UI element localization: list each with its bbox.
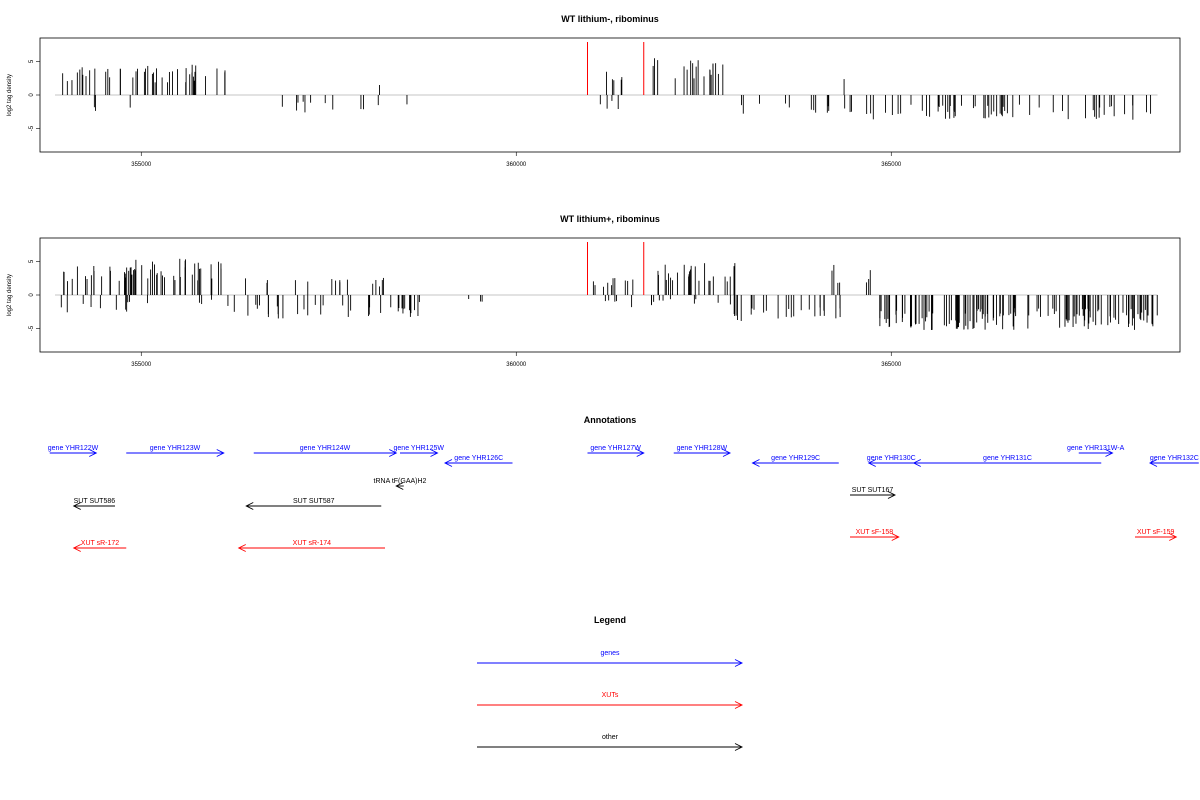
y-tick-label: 5 (29, 59, 35, 63)
annotation-feature: XUT sR-172 (72, 540, 127, 552)
annotation-feature: gene YHR130C (867, 455, 916, 467)
legend-item: XUTs (477, 692, 744, 709)
annotation-feature: gene YHR123W (126, 445, 225, 457)
annotation-feature: tRNA tF(GAA)H2 (374, 478, 427, 490)
feature-label: gene YHR124W (300, 445, 351, 452)
annotation-feature: gene YHR131W-A (1067, 445, 1125, 457)
y-axis-label: log2 tag density (7, 74, 13, 116)
feature-label: XUT sR-174 (293, 540, 331, 547)
x-tick-label: 365000 (881, 162, 902, 168)
feature-label: SUT SUT587 (293, 498, 335, 505)
legend-label: XUTs (602, 692, 619, 699)
legend-label: other (602, 734, 619, 741)
arrowhead (72, 544, 81, 552)
feature-label: gene YHR131W-A (1067, 445, 1125, 452)
arrowhead (912, 459, 921, 467)
annotation-feature: gene YHR127W (587, 445, 645, 457)
annotation-feature: gene YHR124W (253, 445, 398, 457)
legend-item: other (477, 734, 744, 751)
arrowhead (891, 533, 900, 541)
feature-label: gene YHR131C (983, 455, 1032, 462)
arrowhead (722, 449, 732, 457)
arrowhead (245, 502, 254, 510)
feature-label: gene YHR128W (677, 445, 728, 452)
annotations-panel: Annotations gene YHR122W gene YHR123W gene… (48, 415, 1199, 552)
feature-label: SUT SUT167 (852, 487, 894, 494)
annotation-feature: XUT sF-158 (850, 529, 900, 541)
feature-label: XUT sR-172 (81, 540, 119, 547)
x-tick-label: 360000 (506, 162, 527, 168)
feature-label: gene YHR127W (590, 445, 641, 452)
feature-label: gene YHR122W (48, 445, 99, 452)
annotation-feature: gene YHR129C (751, 455, 839, 467)
panel-title: WT lithium-, ribominus (561, 14, 659, 24)
annotation-feature: XUT sF-159 (1135, 529, 1178, 541)
feature-label: XUT sF-158 (856, 529, 894, 536)
feature-label: gene YHR125W (394, 445, 445, 452)
y-axis-label: log2 tag density (7, 274, 13, 316)
arrowhead (734, 743, 744, 751)
annotation-feature: SUT SUT586 (72, 498, 116, 510)
arrowhead (216, 449, 225, 457)
arrowhead (443, 459, 453, 467)
arrowhead (1105, 449, 1114, 457)
x-tick-label: 355000 (131, 162, 152, 168)
annotation-feature: gene YHR122W (48, 445, 99, 457)
arrowhead (72, 502, 81, 510)
y-tick-label: 0 (29, 293, 35, 297)
arrowhead (389, 449, 398, 457)
annotation-feature: XUT sR-174 (237, 540, 385, 552)
feature-label: gene YHR129C (771, 455, 820, 462)
y-tick-label: 5 (29, 259, 35, 263)
legend-panel: Legend genes XUTs other (477, 615, 744, 751)
feature-label: gene YHR126C (454, 455, 503, 462)
annotation-feature: gene YHR131C (912, 455, 1102, 467)
x-tick-label: 355000 (131, 362, 152, 368)
y-tick-label: -5 (29, 325, 35, 331)
arrowhead (867, 459, 876, 467)
x-tick-label: 365000 (881, 362, 902, 368)
y-tick-label: -5 (29, 125, 35, 131)
annotation-feature: gene YHR125W (394, 445, 445, 457)
arrowhead (1148, 459, 1158, 467)
annotation-feature: SUT SUT167 (850, 487, 897, 499)
legend-label: genes (600, 650, 620, 657)
annotation-feature: gene YHR132C (1148, 455, 1199, 467)
annotation-feature: gene YHR128W (673, 445, 732, 457)
feature-label: SUT SUT586 (74, 498, 116, 505)
panel-title: WT lithium+, ribominus (560, 214, 660, 224)
legend-item: genes (477, 650, 744, 667)
arrowhead (430, 449, 439, 457)
legend-title: Legend (594, 615, 626, 625)
arrowhead (395, 482, 404, 490)
annotation-feature: SUT SUT587 (245, 498, 382, 510)
feature-label: gene YHR132C (1150, 455, 1199, 462)
arrowhead (751, 459, 760, 467)
arrowhead (734, 659, 744, 667)
arrowhead (887, 491, 897, 499)
x-tick-label: 360000 (506, 362, 527, 368)
feature-label: tRNA tF(GAA)H2 (374, 478, 427, 485)
arrowhead (1169, 533, 1178, 541)
track-panel-lithium-plus: WT lithium+, ribominus log2 tag density … (7, 214, 1181, 368)
feature-label: XUT sF-159 (1137, 529, 1175, 536)
arrowhead (89, 449, 98, 457)
annotations-title: Annotations (584, 415, 637, 425)
annotation-feature: gene YHR126C (443, 455, 513, 467)
arrowhead (734, 701, 744, 709)
y-tick-label: 0 (29, 93, 35, 97)
feature-label: gene YHR130C (867, 455, 916, 462)
arrowhead (636, 449, 645, 457)
arrowhead (237, 544, 246, 552)
track-panel-lithium-minus: WT lithium-, ribominus log2 tag density … (7, 14, 1181, 168)
feature-label: gene YHR123W (150, 445, 201, 452)
